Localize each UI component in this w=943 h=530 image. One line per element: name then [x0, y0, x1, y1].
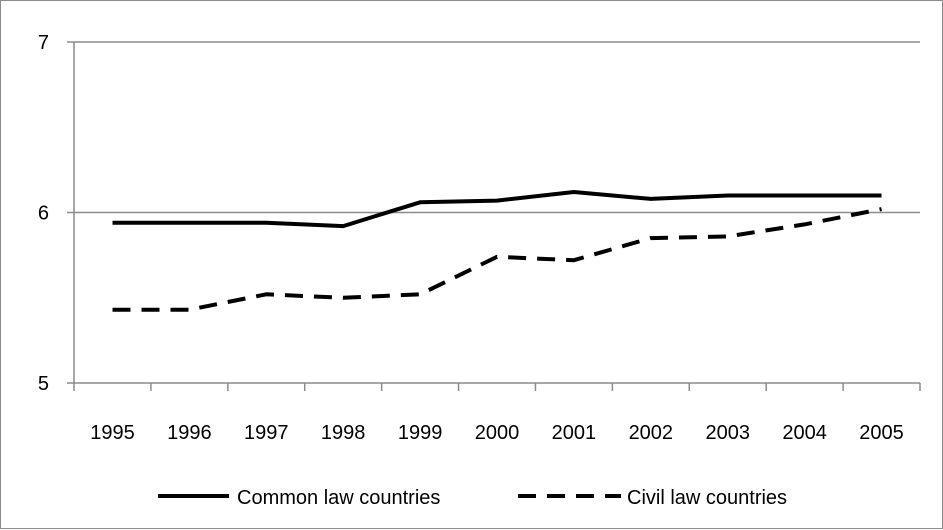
x-tick-label: 1995: [90, 422, 135, 444]
series-line-1: [112, 190, 882, 229]
tick-labels: 5 6 7 1995 1996 1997 1998 1999 2000 2001 2002 2003 2…: [38, 32, 904, 444]
x-tick-label: 2000: [475, 422, 520, 444]
axes: [67, 41, 921, 391]
x-tick-label: 1996: [167, 422, 212, 444]
legend-label-1: Common law countries: [237, 487, 440, 509]
series-line-2: [112, 207, 882, 312]
x-tick-label: 2005: [859, 422, 904, 444]
x-tick-label: 1998: [321, 422, 366, 444]
legend-label-2: Civil law countries: [627, 487, 787, 509]
y-tick-label: 7: [38, 32, 49, 54]
x-tick-label: 1997: [244, 422, 289, 444]
x-tick-label: 2003: [705, 422, 750, 444]
x-tick-label: 2002: [629, 422, 674, 444]
x-tick-label: 2001: [552, 422, 597, 444]
x-tick-label: 2004: [782, 422, 827, 444]
gridlines: [74, 41, 920, 214]
legend: Common law countries Civil law countries: [158, 487, 787, 509]
series-lines: [112, 190, 882, 312]
y-tick-label: 5: [38, 373, 49, 395]
y-tick-label: 6: [38, 203, 49, 225]
x-tick-label: 1999: [398, 422, 443, 444]
